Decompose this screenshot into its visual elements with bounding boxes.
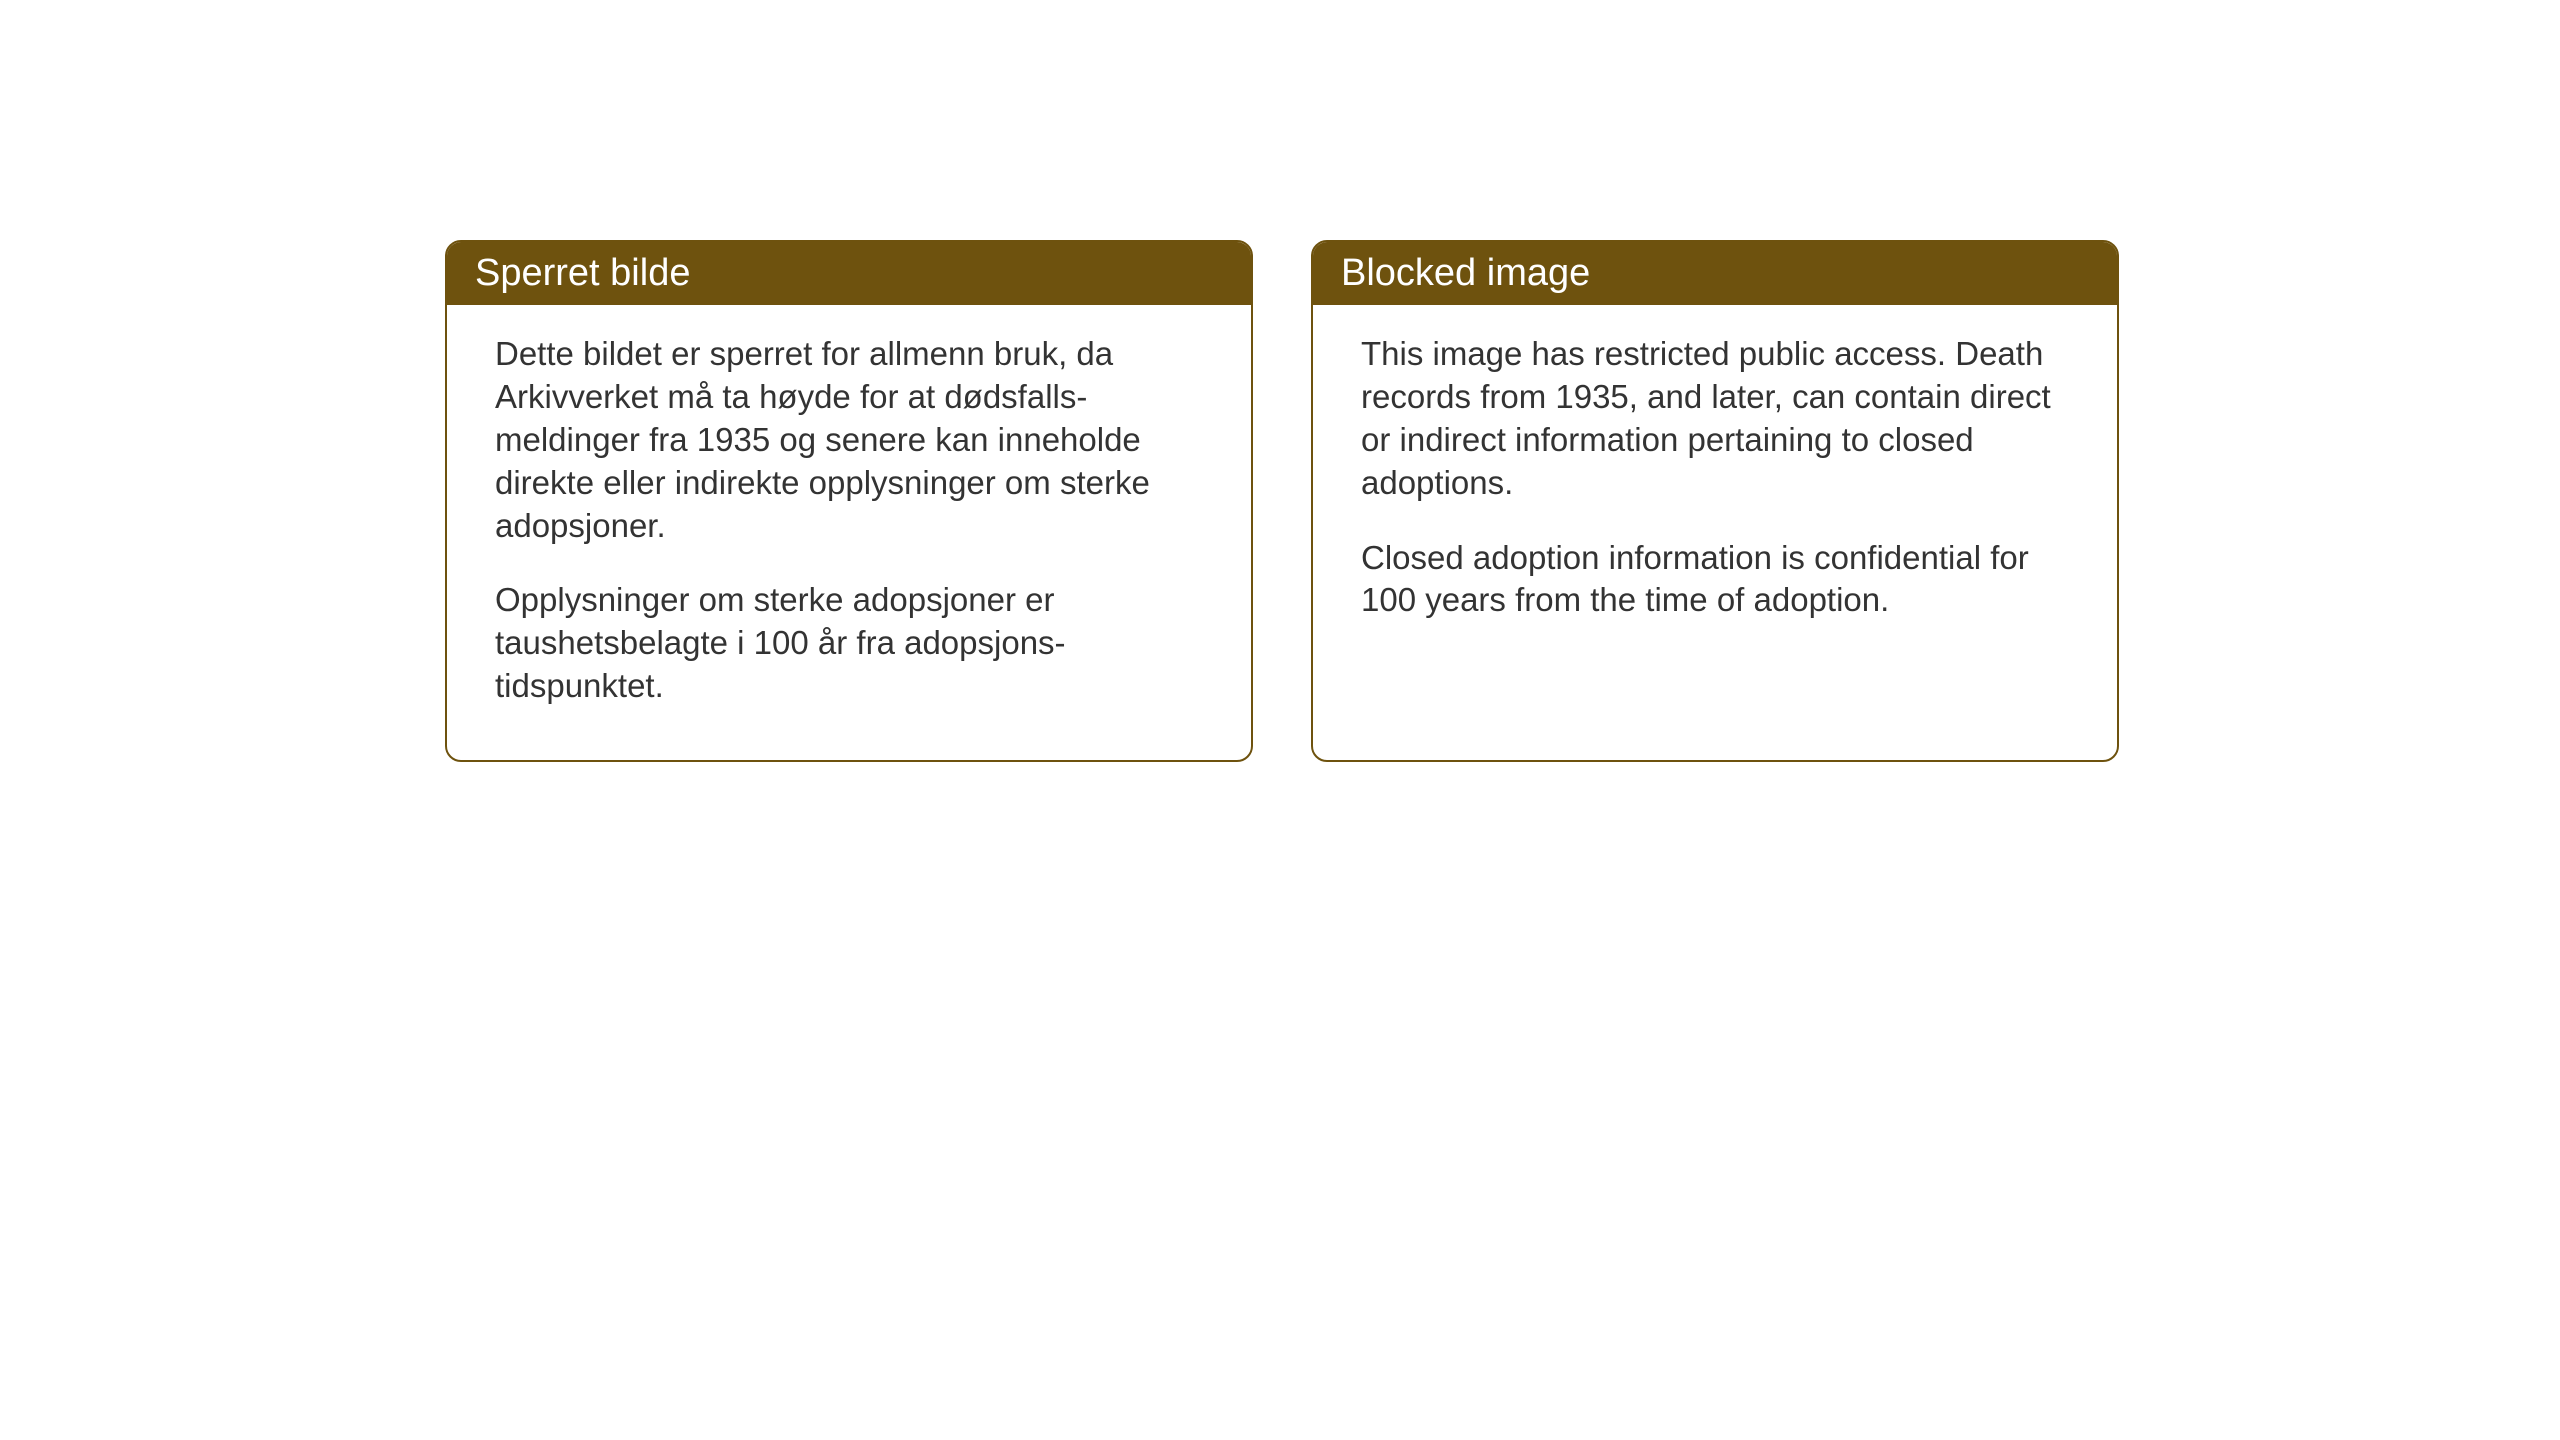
card-title-norwegian: Sperret bilde (475, 252, 690, 294)
card-paragraph2-english: Closed adoption information is confident… (1361, 537, 2069, 623)
card-paragraph1-norwegian: Dette bildet er sperret for allmenn bruk… (495, 333, 1203, 547)
card-header-norwegian: Sperret bilde (447, 242, 1251, 305)
card-header-english: Blocked image (1313, 242, 2117, 305)
card-paragraph1-english: This image has restricted public access.… (1361, 333, 2069, 505)
notice-card-english: Blocked image This image has restricted … (1311, 240, 2119, 762)
card-title-english: Blocked image (1341, 252, 1590, 294)
notice-card-norwegian: Sperret bilde Dette bildet er sperret fo… (445, 240, 1253, 762)
card-body-english: This image has restricted public access.… (1313, 305, 2117, 674)
card-body-norwegian: Dette bildet er sperret for allmenn bruk… (447, 305, 1251, 760)
notice-container: Sperret bilde Dette bildet er sperret fo… (445, 240, 2119, 762)
card-paragraph2-norwegian: Opplysninger om sterke adopsjoner er tau… (495, 579, 1203, 708)
